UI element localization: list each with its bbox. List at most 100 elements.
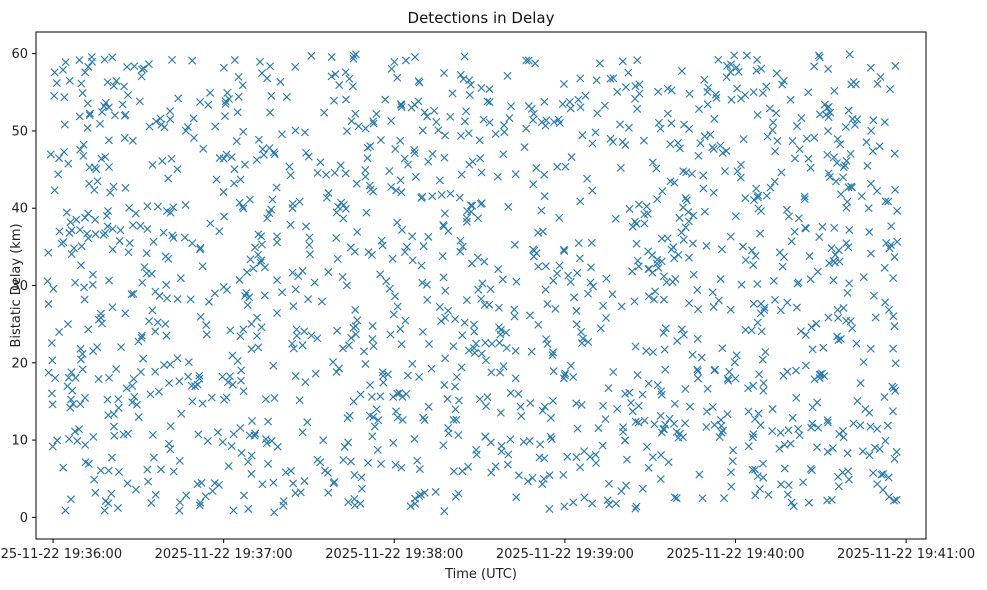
data-point [603,496,612,505]
data-point [223,88,232,97]
data-point [167,154,176,163]
data-point [446,112,455,121]
data-point [511,346,520,355]
data-point [873,480,882,489]
data-point [444,306,453,315]
data-point [780,464,789,473]
data-point [892,447,901,456]
data-point [385,167,394,175]
data-point [120,111,129,120]
data-point [154,387,163,396]
data-point [78,365,87,374]
data-point [881,298,890,307]
data-point [199,144,208,153]
data-point [777,168,786,177]
data-point [843,288,852,297]
data-point [415,78,424,87]
data-point [677,325,686,334]
data-point [759,459,768,468]
data-point [404,160,412,169]
data-point [369,342,378,351]
data-point [402,389,411,398]
data-point [716,275,725,284]
data-point [428,149,437,158]
data-point [339,344,348,353]
data-point [161,319,170,328]
data-point [458,242,467,251]
data-point [333,326,342,335]
data-point [759,473,768,482]
data-point [151,327,160,336]
data-point [730,358,739,367]
data-point [865,228,874,237]
data-point [188,397,197,406]
data-point [577,327,585,336]
data-point [887,222,896,231]
data-point [784,212,793,221]
y-tick-label: 20 [11,356,28,371]
data-point [839,173,848,182]
data-point [137,65,146,74]
data-point [794,424,803,433]
data-point [175,377,184,386]
data-point [464,346,473,355]
data-point [891,61,900,70]
data-point [572,453,581,462]
data-point [814,51,823,60]
data-point [149,237,158,246]
data-point [714,55,723,64]
data-point [127,290,136,299]
data-point [723,374,732,383]
data-point [288,199,297,208]
data-point [88,57,97,66]
data-point [391,460,400,469]
data-point [836,335,845,344]
data-point [212,175,221,184]
data-point [702,241,711,250]
data-point [118,100,127,109]
data-point [756,309,765,318]
data-point [754,191,763,200]
data-point [686,402,694,411]
data-point [844,243,853,252]
data-point [292,331,301,340]
data-point [79,151,88,160]
data-point [665,414,674,423]
data-point [711,90,720,99]
data-point [584,289,593,298]
data-point [776,428,785,437]
data-point [673,336,682,345]
data-point [78,89,87,98]
data-point [341,68,350,77]
data-point [889,344,898,353]
data-point [483,97,492,106]
data-point [84,62,93,71]
data-point [834,313,843,322]
data-point [183,123,192,132]
data-point [104,411,113,420]
data-point [693,374,702,383]
data-point [786,439,795,448]
data-point [251,243,260,252]
data-point [550,118,559,127]
data-point [559,470,568,479]
data-point [88,270,97,279]
data-point [449,415,458,424]
data-point [559,245,568,254]
data-point [177,409,186,418]
y-tick-label: 30 [11,279,28,294]
data-point [537,118,546,127]
data-point [84,325,93,334]
data-point [136,367,145,376]
data-point [90,185,99,194]
data-point [481,432,490,441]
data-point [467,259,476,268]
data-point [485,118,494,127]
data-point [352,179,361,188]
data-point [726,232,735,241]
data-point [657,234,666,243]
data-point [741,194,750,203]
data-point [783,298,792,307]
data-point [775,248,784,257]
data-point [372,405,381,414]
